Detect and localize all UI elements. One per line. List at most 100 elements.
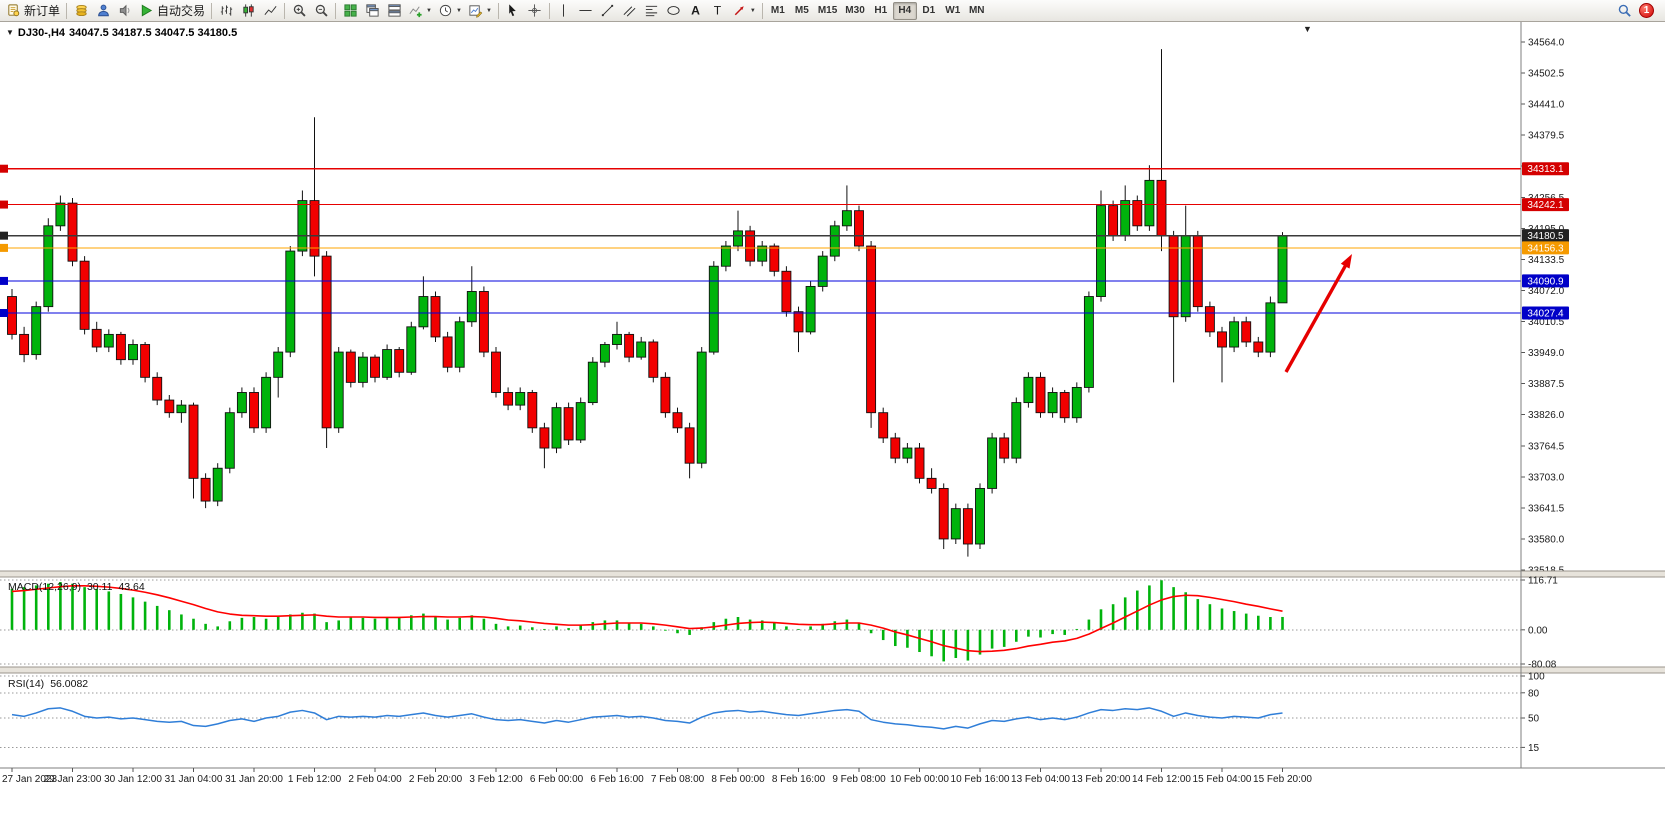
hline-left-marker	[0, 243, 8, 252]
terminal-button[interactable]	[70, 1, 92, 21]
text-button[interactable]: A	[685, 1, 707, 21]
channel-button[interactable]	[619, 1, 641, 21]
arrows-button[interactable]: ▼	[729, 1, 759, 21]
price-label: 34133.5	[1528, 255, 1565, 266]
price-chart-canvas[interactable]: 34564.034502.534441.034379.534318.034256…	[0, 22, 1665, 837]
macd-bar	[1160, 580, 1163, 630]
timeframe-h4[interactable]: H4	[892, 1, 917, 20]
candle-chart-button[interactable]	[237, 1, 259, 21]
macd-bar	[397, 617, 401, 630]
fibo-icon	[646, 5, 658, 17]
candle	[176, 404, 187, 414]
new-order-button[interactable]: 新订单	[3, 1, 63, 21]
periods-button[interactable]: ▼	[435, 1, 465, 21]
cascade-button[interactable]	[361, 1, 383, 21]
notification-badge[interactable]: 1	[1639, 3, 1654, 18]
timeframe-m5[interactable]: M5	[794, 5, 809, 16]
trendline-button[interactable]	[597, 1, 619, 21]
candle	[285, 250, 296, 353]
price-label: 33887.5	[1528, 379, 1565, 390]
time-label: 27 Jan 2023	[2, 774, 57, 785]
tile-windows-button[interactable]	[339, 1, 361, 21]
shapes-icon	[667, 6, 680, 15]
candle	[1059, 392, 1070, 419]
candle	[370, 356, 380, 378]
candle	[696, 351, 707, 464]
candle	[1192, 235, 1203, 308]
candle	[769, 245, 780, 272]
panel-splitters[interactable]	[0, 570, 1665, 674]
macd-bar	[252, 617, 256, 630]
macd-bar	[869, 629, 873, 634]
timeframe-m15[interactable]: M15	[817, 5, 838, 16]
price-badge	[1522, 198, 1569, 212]
candle	[357, 356, 368, 383]
chart-ohlc-values: 34047.5 34187.5 34047.5 34180.5	[69, 27, 238, 39]
toolbar-separator	[284, 2, 286, 19]
macd-bar	[724, 618, 728, 630]
alerts-button[interactable]	[114, 1, 136, 21]
timeframe-d1[interactable]: D1	[922, 5, 936, 16]
toolbar-separator	[761, 2, 763, 19]
indicators-button[interactable]: ▼	[405, 1, 435, 21]
search-button[interactable]	[1613, 1, 1635, 21]
time-label: 2 Feb 04:00	[348, 774, 402, 785]
timeframe-m1[interactable]: M1	[770, 5, 785, 16]
macd-bar	[216, 626, 219, 630]
macd-bar	[313, 613, 316, 630]
timeframe-h1[interactable]: H1	[874, 5, 888, 16]
timeframe-w1[interactable]: W1	[945, 5, 961, 16]
macd-bar	[1269, 617, 1272, 630]
macd-bar	[543, 628, 546, 630]
doc-icon	[8, 4, 20, 17]
accounts-button[interactable]	[92, 1, 114, 21]
macd-bar	[482, 618, 486, 630]
time-label: 9 Feb 08:00	[832, 774, 886, 785]
candle	[309, 200, 320, 257]
zoom-in-button[interactable]	[288, 1, 310, 21]
chart-area: 34564.034502.534441.034379.534318.034256…	[0, 22, 1665, 837]
candle	[466, 291, 477, 323]
panel-collapse-arrow[interactable]: ▼	[1303, 24, 1312, 34]
candle	[273, 351, 284, 378]
bars-icon	[220, 5, 232, 16]
hline-button[interactable]	[575, 1, 597, 21]
horizontal-lines[interactable]	[0, 164, 1521, 317]
macd-bar	[301, 612, 304, 630]
cursor-button[interactable]	[502, 1, 524, 21]
macd-bar	[567, 628, 570, 630]
coins-icon	[75, 4, 87, 17]
candle	[624, 333, 635, 358]
search-icon	[1618, 4, 1631, 17]
timeframe-m30[interactable]: M30	[845, 5, 865, 16]
templates-button[interactable]: ▼	[465, 1, 495, 21]
vline-button[interactable]	[553, 1, 575, 21]
fibonacci-button[interactable]	[641, 1, 663, 21]
candle	[636, 341, 647, 358]
svg-text:A: A	[691, 4, 700, 18]
shapes-button[interactable]	[663, 1, 685, 21]
chart-collapse-icon[interactable]: ▼	[6, 28, 14, 37]
macd-bar	[712, 622, 716, 630]
candle	[430, 296, 441, 338]
price-axis-ticks: 34564.034502.534441.034379.534318.034256…	[1521, 38, 1565, 577]
play-icon	[141, 4, 153, 17]
line-chart-button[interactable]	[259, 1, 281, 21]
candle	[733, 230, 743, 247]
candle	[708, 265, 719, 353]
time-label: 31 Jan 20:00	[225, 774, 283, 785]
speaker-icon	[119, 4, 129, 17]
bar-chart-button[interactable]	[215, 1, 237, 21]
autotrading-button[interactable]: 自动交易	[136, 1, 208, 21]
arrange-button[interactable]	[383, 1, 405, 21]
macd-bar	[639, 623, 643, 630]
price-label: 33949.0	[1528, 348, 1565, 359]
trend-arrow[interactable]	[1284, 254, 1352, 373]
vline-icon	[563, 4, 565, 17]
timeframe-mn[interactable]: MN	[968, 5, 985, 16]
label-button[interactable]: T	[707, 1, 729, 21]
zoom-out-button[interactable]	[310, 1, 332, 21]
main-toolbar: 新订单 自动交易 ▼ ▼ ▼ A T ▼ M1 M5 M15 M30 H1 H4 D1 W1 MN 1	[0, 0, 1665, 22]
crosshair-button[interactable]	[524, 1, 546, 21]
